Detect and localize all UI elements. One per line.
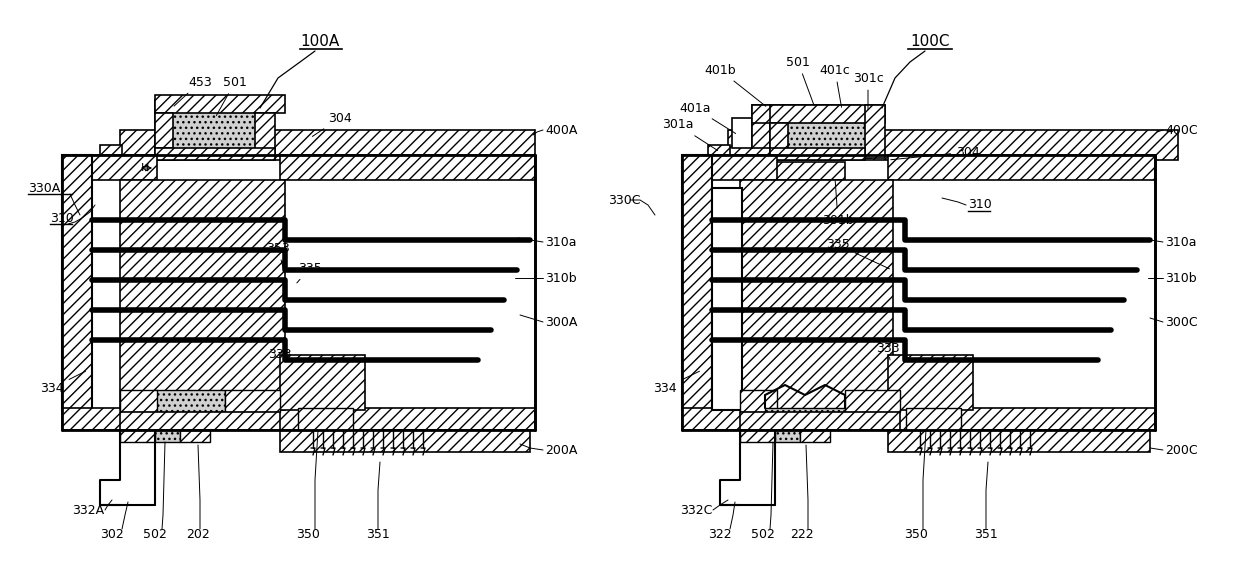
- Bar: [888, 155, 1154, 180]
- Bar: [844, 390, 900, 412]
- Polygon shape: [770, 105, 872, 158]
- Bar: [740, 412, 900, 430]
- Bar: [708, 145, 730, 160]
- Bar: [280, 355, 365, 410]
- Text: 351: 351: [975, 529, 998, 541]
- Text: 332A: 332A: [72, 504, 104, 517]
- Bar: [280, 430, 529, 452]
- Bar: [155, 390, 224, 412]
- Bar: [62, 155, 157, 180]
- Bar: [751, 105, 832, 123]
- Text: 100C: 100C: [910, 34, 950, 50]
- Text: 200C: 200C: [1166, 444, 1198, 456]
- Bar: [280, 155, 534, 180]
- Text: 310: 310: [968, 199, 992, 211]
- Text: 350: 350: [296, 529, 320, 541]
- Text: 100A: 100A: [300, 34, 340, 50]
- Text: 351: 351: [366, 529, 389, 541]
- Bar: [682, 155, 777, 180]
- Bar: [155, 113, 174, 148]
- Polygon shape: [160, 100, 270, 158]
- Bar: [224, 390, 280, 412]
- Text: 310a: 310a: [546, 235, 577, 248]
- Bar: [120, 180, 285, 410]
- Text: 304: 304: [312, 111, 352, 136]
- Bar: [120, 412, 280, 430]
- Text: 301b: 301b: [822, 181, 854, 227]
- Text: 200A: 200A: [546, 444, 578, 456]
- Text: 333: 333: [268, 348, 291, 368]
- Bar: [770, 148, 866, 160]
- Bar: [62, 155, 92, 410]
- Text: 353: 353: [267, 242, 290, 272]
- Text: 301c: 301c: [853, 71, 883, 109]
- Bar: [888, 355, 973, 410]
- Text: 322: 322: [708, 529, 732, 541]
- Text: 310b: 310b: [1166, 271, 1197, 284]
- Text: 350: 350: [904, 529, 928, 541]
- Bar: [155, 430, 180, 442]
- Bar: [682, 155, 712, 410]
- Text: 202: 202: [186, 529, 210, 541]
- Bar: [155, 148, 275, 160]
- Bar: [120, 390, 157, 412]
- Bar: [775, 430, 800, 442]
- Bar: [866, 105, 885, 158]
- Text: 301a: 301a: [662, 119, 718, 151]
- Text: 333: 333: [877, 341, 900, 360]
- Bar: [888, 430, 1149, 452]
- Text: 300A: 300A: [546, 316, 578, 328]
- Text: 334: 334: [40, 371, 86, 395]
- Text: 400C: 400C: [1166, 123, 1198, 136]
- Bar: [751, 105, 770, 148]
- Bar: [906, 408, 961, 430]
- Text: 501: 501: [786, 55, 813, 106]
- Text: 304: 304: [890, 146, 980, 160]
- Text: 330C: 330C: [608, 194, 641, 207]
- Text: 335: 335: [296, 262, 322, 283]
- Bar: [732, 118, 751, 148]
- Text: 222: 222: [790, 529, 813, 541]
- Text: 310: 310: [50, 211, 73, 224]
- Bar: [255, 113, 275, 158]
- Bar: [800, 430, 830, 442]
- Bar: [765, 408, 866, 426]
- Bar: [180, 430, 210, 442]
- Bar: [120, 430, 155, 442]
- Text: 501: 501: [216, 75, 247, 115]
- Text: 401a: 401a: [680, 102, 735, 134]
- Bar: [740, 430, 775, 442]
- Text: 502: 502: [143, 529, 167, 541]
- Bar: [740, 390, 777, 412]
- Bar: [770, 162, 844, 180]
- Bar: [298, 408, 353, 430]
- Text: 310a: 310a: [1166, 235, 1197, 248]
- Text: 332C: 332C: [680, 504, 712, 517]
- Bar: [770, 105, 885, 123]
- Bar: [155, 100, 177, 160]
- Text: 310b: 310b: [546, 271, 577, 284]
- Bar: [770, 123, 787, 158]
- Text: 334: 334: [653, 371, 699, 395]
- Text: 300C: 300C: [1166, 316, 1198, 328]
- Bar: [682, 408, 1154, 430]
- Bar: [740, 180, 893, 410]
- Text: 400A: 400A: [546, 123, 578, 136]
- Text: 502: 502: [751, 529, 775, 541]
- Bar: [100, 145, 122, 160]
- Bar: [155, 95, 285, 113]
- Text: 453: 453: [174, 75, 212, 106]
- Bar: [120, 130, 534, 160]
- Bar: [728, 130, 1178, 160]
- Bar: [712, 188, 742, 410]
- Text: H: H: [141, 163, 149, 173]
- Text: 302: 302: [100, 529, 124, 541]
- Bar: [62, 408, 534, 430]
- Text: 330A: 330A: [29, 182, 61, 195]
- Text: 335: 335: [826, 239, 889, 269]
- Text: 401c: 401c: [820, 63, 851, 107]
- Text: 401b: 401b: [704, 63, 766, 106]
